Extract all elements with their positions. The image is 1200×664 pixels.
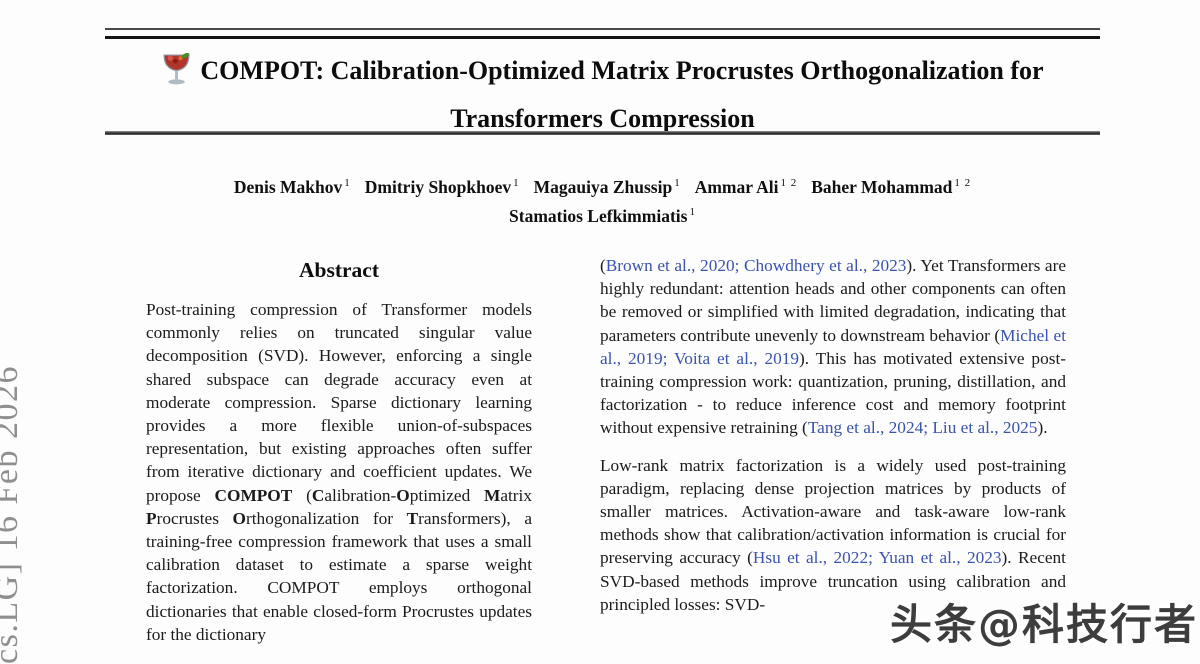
left-column: Abstract Post-training compression of Tr… <box>146 258 532 660</box>
paper-page: cs.LG] 16 Feb 2026 COMPOT: Calibration-O… <box>0 28 1196 664</box>
title-rule-top-thick <box>105 36 1100 39</box>
author-line-1: Denis Makhov 1 Dmitriy Shopkhoev 1 Magauiy… <box>233 176 972 197</box>
watermark: 头条@科技行者 <box>889 600 1198 649</box>
paper-title: COMPOT: Calibration-Optimized Matrix Pro… <box>105 50 1100 139</box>
paper-title-line-1: COMPOT: Calibration-Optimized Matrix Pro… <box>105 50 1100 98</box>
title-rule-bottom <box>105 131 1100 135</box>
abstract-heading: Abstract <box>298 258 379 282</box>
title-text-line-1: COMPOT: Calibration-Optimized Matrix Pro… <box>200 56 1044 85</box>
compot-glass-icon <box>161 52 192 98</box>
right-column: (Brown et al., 2020; Chowdhery et al., 2… <box>600 254 1066 630</box>
author-list: Denis Makhov 1 Dmitriy Shopkhoev 1 Magauiy… <box>105 171 1100 229</box>
title-text-line-2: Transformers Compression <box>450 104 755 133</box>
citation-link[interactable]: Brown et al., 2020; Chowdhery et al., 20… <box>605 256 907 275</box>
intro-paragraph-2: Low-rank matrix factorization is a widel… <box>600 455 1066 614</box>
author-line-2: Stamatios Lefkimmiatis 1 <box>509 205 696 226</box>
citation-link[interactable]: Tang et al., 2024; Liu et al., 2025 <box>807 418 1038 438</box>
arxiv-stamp: cs.LG] 16 Feb 2026 <box>0 365 25 664</box>
intro-paragraph-1: (Brown et al., 2020; Chowdhery et al., 2… <box>600 256 1066 438</box>
abstract-paragraph: Post-training compression of Transformer… <box>146 300 532 644</box>
title-rule-top-thin <box>105 28 1100 30</box>
citation-link[interactable]: Michel et al., 2019; Voita et al., 2019 <box>600 325 1066 368</box>
citation-link[interactable]: Hsu et al., 2022; Yuan et al., 2023 <box>752 548 1002 568</box>
